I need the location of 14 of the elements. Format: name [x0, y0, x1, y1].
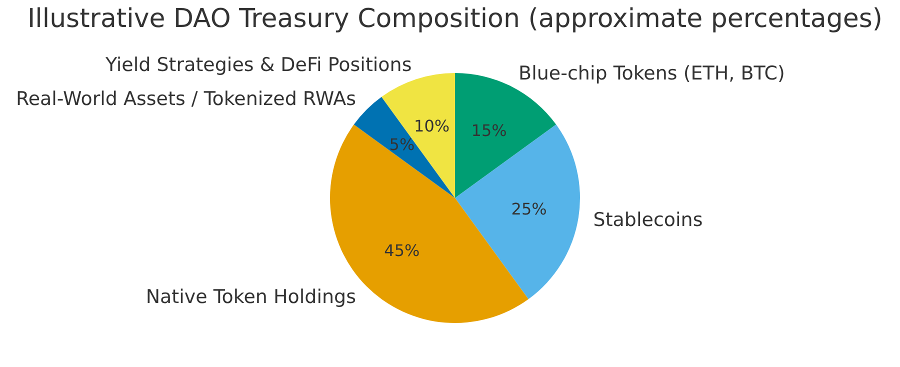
data-label: 5% — [389, 134, 415, 154]
data-label: 25% — [511, 200, 547, 219]
slice-label: Real-World Assets / Tokenized RWAs — [16, 88, 356, 110]
pie-slice — [455, 124, 580, 300]
data-label: 45% — [384, 241, 420, 260]
pie-slice — [354, 96, 455, 198]
chart-title: Illustrative DAO Treasury Composition (approximate percentages) — [27, 4, 883, 34]
pie-slice — [382, 73, 455, 198]
slice-label: Blue-chip Tokens (ETH, BTC) — [518, 62, 785, 84]
data-label: 15% — [471, 121, 507, 140]
slice-label: Yield Strategies & DeFi Positions — [104, 54, 412, 76]
slice-label: Stablecoins — [593, 208, 703, 231]
data-label: 10% — [414, 116, 450, 136]
slice-label: Native Token Holdings — [146, 286, 356, 308]
